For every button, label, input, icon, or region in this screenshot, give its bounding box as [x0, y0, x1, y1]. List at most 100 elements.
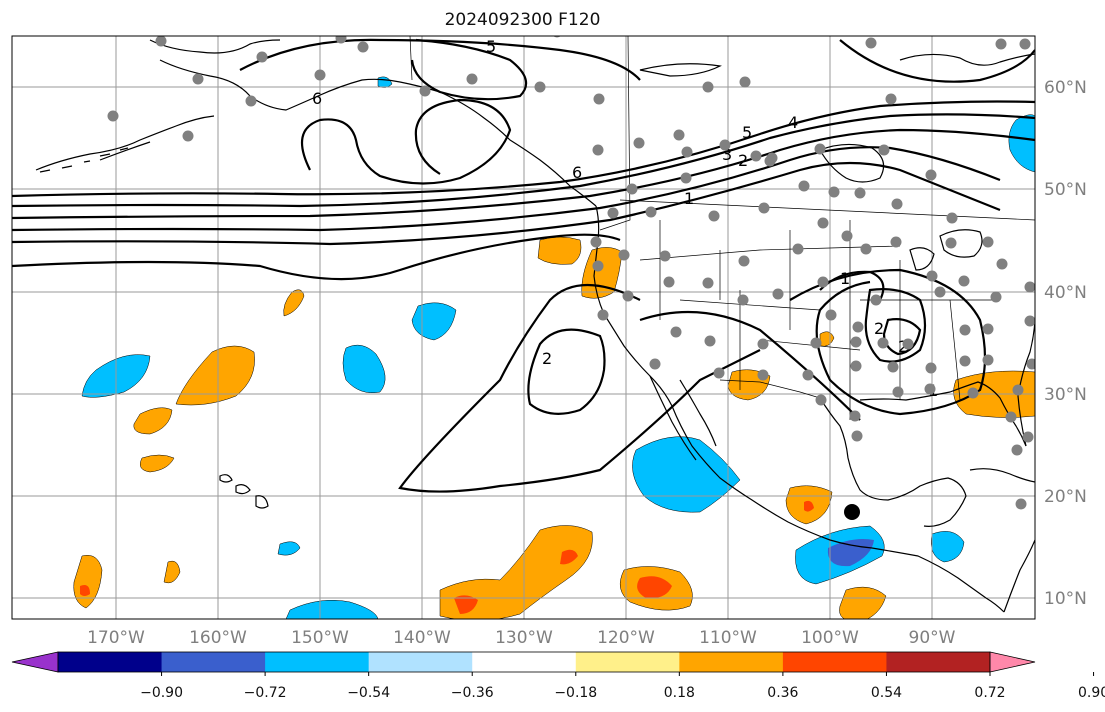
- station-marker: [925, 362, 937, 374]
- station-marker: [702, 81, 714, 93]
- contour-label: 3: [722, 145, 732, 164]
- station-marker: [673, 129, 685, 141]
- station-marker: [891, 198, 903, 210]
- colorbar-tick-label: 0.54: [871, 685, 902, 701]
- station-marker: [757, 369, 769, 381]
- station-marker: [772, 288, 784, 300]
- station-marker: [719, 139, 731, 151]
- lat-label: 20°N: [1044, 487, 1087, 507]
- station-marker: [335, 36, 347, 44]
- station-marker: [737, 294, 749, 306]
- colorbar-tick-labels: −0.90 −0.72 −0.54 −0.36 −0.18 0.18 0.36 0.54 0.7…: [140, 672, 1105, 701]
- station-marker: [750, 150, 762, 162]
- station-marker: [419, 85, 431, 97]
- station-marker: [814, 143, 826, 155]
- station-marker: [865, 37, 877, 49]
- station-marker: [934, 286, 946, 298]
- colorbar-segment: [368, 652, 473, 672]
- station-marker: [107, 110, 119, 122]
- station-marker: [926, 270, 938, 282]
- station-marker: [815, 394, 827, 406]
- station-marker: [645, 206, 657, 218]
- station-marker: [622, 290, 634, 302]
- station-marker: [817, 217, 829, 229]
- contour-label: 1: [684, 189, 694, 208]
- lat-label: 10°N: [1044, 589, 1087, 609]
- station-marker: [245, 95, 257, 107]
- colorbar-tick-label: −0.90: [140, 685, 183, 701]
- colorbar-segment: [782, 652, 887, 672]
- station-marker: [592, 144, 604, 156]
- station-marker: [982, 323, 994, 335]
- station-marker: [1019, 38, 1031, 50]
- colorbar-tick-label: 0.36: [767, 685, 798, 701]
- station-marker: [860, 243, 872, 255]
- station-marker: [758, 202, 770, 214]
- coastlines: [35, 39, 1035, 613]
- station-marker: [357, 41, 369, 53]
- station-marker: [256, 51, 268, 63]
- station-marker: [626, 183, 638, 195]
- colorbar-tick-label: −0.36: [451, 685, 494, 701]
- contour-label: 6: [312, 89, 322, 108]
- station-marker: [534, 81, 546, 93]
- station-marker: [1022, 431, 1034, 443]
- contour-label: 2: [542, 349, 552, 368]
- contour-label: 2: [874, 319, 884, 338]
- station-marker: [663, 276, 675, 288]
- station-marker: [659, 250, 671, 262]
- lon-label: 140°W: [393, 628, 451, 648]
- station-marker: [850, 360, 862, 372]
- station-marker: [982, 354, 994, 366]
- colorbar-segment: [58, 652, 163, 672]
- contour-label: 4: [788, 113, 798, 132]
- station-marker: [633, 137, 645, 149]
- station-marker: [841, 230, 853, 242]
- station-marker: [1005, 411, 1017, 423]
- station-marker: [817, 276, 829, 288]
- colorbar-tick-label: 0.90: [1078, 685, 1105, 701]
- station-marker: [967, 387, 979, 399]
- colorbar-segment: [575, 652, 680, 672]
- lon-label: 170°W: [87, 628, 145, 648]
- station-marker: [680, 172, 692, 184]
- station-marker: [851, 430, 863, 442]
- station-marker: [890, 236, 902, 248]
- station-marker: [924, 383, 936, 395]
- station-marker: [1024, 281, 1035, 293]
- contour-label: 1: [840, 269, 850, 288]
- latitude-labels: 10°N 20°N 30°N 40°N 50°N 60°N: [1044, 78, 1087, 609]
- station-marker: [825, 309, 837, 321]
- station-marker: [946, 212, 958, 224]
- station-marker: [766, 152, 778, 164]
- lat-label: 50°N: [1044, 180, 1087, 200]
- station-marker: [945, 237, 957, 249]
- station-marker: [1024, 315, 1035, 327]
- station-marker: [852, 321, 864, 333]
- colorbar-extend-high: [989, 651, 1036, 673]
- station-marker: [739, 76, 751, 88]
- station-marker: [649, 358, 661, 370]
- station-marker: [192, 73, 204, 85]
- station-marker: [996, 258, 1008, 270]
- station-marker: [959, 324, 971, 336]
- station-marker: [878, 144, 890, 156]
- contour-label: 6: [572, 163, 582, 182]
- map-title: 2024092300 F120: [444, 10, 601, 30]
- longitude-labels: 170°W 160°W 150°W 140°W 130°W 120°W 110°…: [87, 628, 956, 648]
- station-marker: [802, 369, 814, 381]
- colorbar-segment: [161, 652, 266, 672]
- anomaly-shading: [73, 76, 1035, 619]
- station-marker: [792, 243, 804, 255]
- contour-label: 5: [742, 123, 752, 142]
- station-marker: [958, 275, 970, 287]
- station-marker: [713, 367, 725, 379]
- colorbar-extend-low: [11, 651, 59, 673]
- colorbar-segment: [679, 652, 784, 672]
- lon-label: 120°W: [597, 628, 655, 648]
- station-marker: [618, 249, 630, 261]
- station-marker: [314, 69, 326, 81]
- station-marker: [466, 73, 478, 85]
- station-marker: [1026, 358, 1035, 370]
